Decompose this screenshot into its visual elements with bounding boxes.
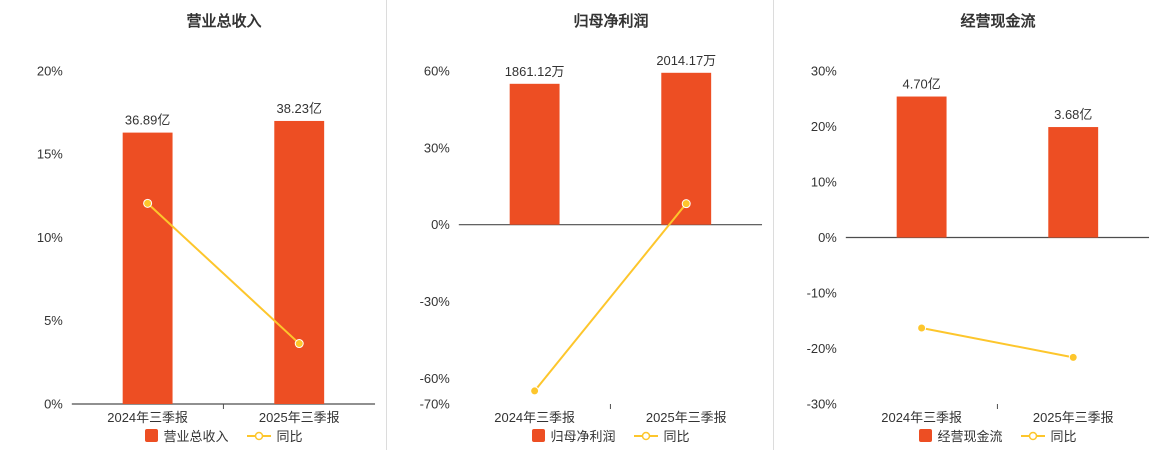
bar[interactable]	[509, 83, 560, 225]
x-category-label: 2024年三季报	[107, 410, 188, 425]
chart-title: 营业总收入	[186, 13, 262, 30]
bar[interactable]	[1048, 127, 1099, 238]
x-category-label: 2025年三季报	[259, 410, 340, 425]
chart-legend: 营业总收入 同比	[72, 426, 376, 445]
y-axis-tick-label: 30%	[424, 140, 450, 155]
yoy-point[interactable]	[530, 386, 540, 396]
revenue-chart-plot: 20% 15% 10% 5% 0% 36.89亿 2024年三季报 38.23亿 2025年三季…	[37, 63, 376, 425]
bar-legend-swatch[interactable]	[532, 429, 546, 442]
y-axis-tick-label: -30%	[807, 396, 838, 411]
yoy-line	[533, 203, 687, 392]
line-legend-icon[interactable]	[246, 430, 272, 442]
yoy-point[interactable]	[1068, 352, 1078, 362]
y-axis-tick-label: -60%	[420, 371, 451, 386]
y-axis-tick-label: 0%	[44, 396, 63, 411]
chart-title: 归母净利润	[573, 13, 649, 30]
bar[interactable]	[274, 120, 325, 404]
y-axis-tick-label: 0%	[431, 217, 450, 232]
bar-value-label: 38.23亿	[277, 101, 322, 116]
x-category-label: 2025年三季报	[1033, 410, 1114, 425]
chart-panel-net-profit: 归母净利润 60% 30% 0% -30% -60% -70% 1861.12万 2024年三…	[386, 0, 773, 450]
cash-flow-chart-plot: 30% 20% 10% 0% -10% -20% -30% 4.70亿 2024年三季报 3.68…	[807, 63, 1150, 425]
bar-legend-swatch[interactable]	[919, 429, 933, 442]
y-axis-tick-label: 20%	[37, 63, 63, 78]
legend-circle	[254, 431, 263, 440]
y-axis-tick-label: -70%	[420, 396, 451, 411]
yoy-line	[921, 326, 1074, 359]
x-category-label: 2025年三季报	[646, 410, 727, 425]
chart-panel-operating-revenue: 营业总收入 20% 15% 10% 5% 0% 36.89亿 2024年三季报 38.23亿 2…	[0, 0, 386, 450]
chart-legend: 归母净利润 同比	[459, 426, 763, 445]
bar-legend-label[interactable]: 经营现金流	[937, 429, 1003, 444]
bar-value-label: 36.89亿	[125, 113, 170, 128]
line-legend-icon[interactable]	[633, 430, 659, 442]
yoy-point[interactable]	[681, 199, 691, 209]
y-axis-tick-label: 10%	[811, 174, 837, 189]
y-axis-tick-label: 5%	[44, 313, 63, 328]
yoy-point[interactable]	[294, 339, 304, 349]
chart-panel-operating-cash-flow: 经营现金流 30% 20% 10% 0% -10% -20% -30% 4.70亿 2024年三…	[773, 0, 1160, 450]
line-legend-label[interactable]: 同比	[663, 429, 690, 444]
net-profit-chart-plot: 60% 30% 0% -30% -60% -70% 1861.12万 2024年三季报 2014…	[420, 53, 763, 425]
bar-value-label: 1861.12万	[505, 64, 565, 79]
y-axis-tick-label: 0%	[818, 230, 837, 245]
yoy-line	[146, 202, 300, 345]
bar-value-label: 2014.17万	[656, 53, 716, 68]
yoy-point[interactable]	[917, 323, 927, 333]
y-axis-tick-label: -30%	[420, 294, 451, 309]
bar-legend-label[interactable]: 归母净利润	[550, 429, 616, 444]
y-axis-tick-label: 30%	[811, 63, 837, 78]
x-category-label: 2024年三季报	[881, 410, 962, 425]
bar-value-label: 3.68亿	[1054, 107, 1092, 122]
bar[interactable]	[122, 132, 173, 405]
legend-circle	[641, 431, 650, 440]
line-legend-icon[interactable]	[1020, 430, 1046, 442]
y-axis-tick-label: 15%	[37, 147, 63, 162]
bar-legend-label[interactable]: 营业总收入	[163, 429, 229, 444]
y-axis-tick-label: 10%	[37, 230, 63, 245]
x-category-label: 2024年三季报	[494, 410, 575, 425]
line-legend-label[interactable]: 同比	[1050, 429, 1077, 444]
yoy-point[interactable]	[143, 198, 153, 208]
bar[interactable]	[896, 96, 947, 238]
y-axis-tick-label: 20%	[811, 119, 837, 134]
y-axis-tick-label: 60%	[424, 63, 450, 78]
chart-title: 经营现金流	[960, 13, 1036, 30]
y-axis-tick-label: -10%	[807, 285, 838, 300]
chart-legend: 经营现金流 同比	[846, 426, 1150, 445]
y-axis-tick-label: -20%	[807, 341, 838, 356]
bar-value-label: 4.70亿	[903, 77, 941, 92]
bar-legend-swatch[interactable]	[145, 429, 159, 442]
legend-circle	[1028, 431, 1037, 440]
line-legend-label[interactable]: 同比	[276, 429, 303, 444]
